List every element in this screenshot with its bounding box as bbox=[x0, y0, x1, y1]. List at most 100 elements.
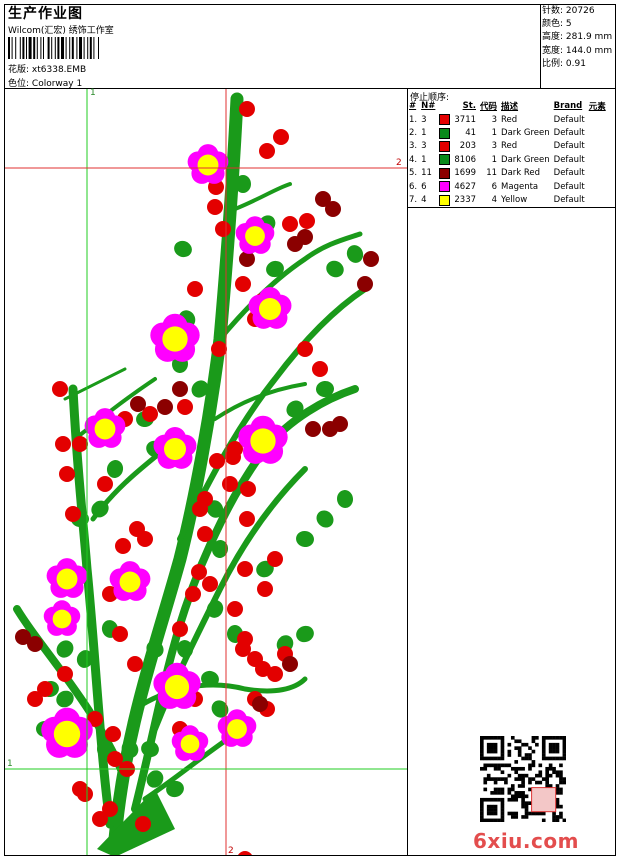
red-bud bbox=[27, 691, 43, 707]
dark-red-bud bbox=[325, 201, 341, 217]
red-bud bbox=[97, 476, 113, 492]
colorway-row: 色位: Colorway 1 bbox=[8, 76, 82, 89]
red-bud bbox=[282, 216, 298, 232]
plum-blossom bbox=[171, 725, 209, 761]
cell-brand: Default bbox=[553, 114, 585, 125]
dark-red-bud bbox=[239, 251, 255, 267]
red-bud bbox=[57, 666, 73, 682]
red-bud bbox=[257, 581, 273, 597]
stats-panel: 针数: 20726 颜色: 5 高度: 281.9 mm 宽度: 144.0 m… bbox=[542, 5, 612, 71]
stop-sequence-title: 停止顺序: bbox=[410, 93, 450, 103]
cell-element bbox=[589, 126, 610, 139]
guide-label-right: 2 bbox=[396, 158, 402, 168]
cell-needle: 11 bbox=[421, 168, 432, 179]
plum-blossom bbox=[41, 707, 93, 758]
red-bud bbox=[37, 681, 53, 697]
red-bud bbox=[65, 506, 81, 522]
table-row: 6. 6 4627 6 Magenta Default bbox=[409, 180, 610, 193]
color-swatch bbox=[439, 167, 451, 179]
red-bud bbox=[237, 561, 253, 577]
color-swatch bbox=[439, 154, 451, 166]
table-row: 2. 1 41 1 Dark Green Default bbox=[409, 126, 610, 139]
page-frame bbox=[4, 4, 616, 856]
plum-blossom bbox=[235, 216, 275, 254]
red-bud bbox=[239, 511, 255, 527]
col-stitches: St. bbox=[462, 101, 477, 111]
red-bud bbox=[299, 213, 315, 229]
header-divider bbox=[4, 88, 616, 89]
leaf bbox=[96, 740, 114, 758]
plum-blossom bbox=[153, 427, 197, 469]
red-bud bbox=[207, 199, 223, 215]
barcode bbox=[8, 37, 99, 59]
col-brand: Brand bbox=[553, 101, 583, 111]
cell-brand: Default bbox=[553, 128, 585, 139]
red-bud bbox=[187, 281, 203, 297]
cell-code: 11 bbox=[486, 168, 498, 179]
cell-needle: 1 bbox=[421, 154, 427, 165]
leaf bbox=[336, 490, 354, 508]
cell-index: 5. bbox=[409, 168, 418, 179]
cell-brand: Default bbox=[553, 195, 585, 206]
leaf bbox=[286, 400, 304, 418]
leaf bbox=[256, 560, 274, 578]
cell-swatch bbox=[439, 180, 454, 193]
leaf bbox=[121, 740, 139, 758]
red-bud bbox=[211, 341, 227, 357]
cell-code: 1 bbox=[491, 128, 498, 139]
red-bud bbox=[59, 466, 75, 482]
color-swatch bbox=[439, 127, 451, 139]
cell-brand: Default bbox=[553, 181, 585, 192]
cell-element bbox=[589, 167, 610, 180]
plum-blossom bbox=[46, 558, 88, 598]
cell-stitches: 1699 bbox=[454, 168, 477, 179]
table-row: 1. 3 3711 3 Red Default bbox=[409, 113, 610, 126]
red-bud bbox=[77, 786, 93, 802]
col-element: 元素 bbox=[588, 102, 606, 112]
red-bud bbox=[267, 666, 283, 682]
plum-blossom bbox=[187, 144, 229, 184]
red-bud bbox=[87, 711, 103, 727]
red-bud bbox=[238, 851, 252, 855]
stat-height: 高度: 281.9 mm bbox=[542, 32, 613, 43]
cell-description: Dark Red bbox=[501, 168, 541, 179]
leaf bbox=[266, 260, 284, 278]
plum-blossom bbox=[238, 415, 288, 464]
red-bud bbox=[239, 101, 255, 117]
cell-swatch bbox=[439, 193, 454, 206]
stem bbox=[131, 385, 359, 813]
color-swatch bbox=[439, 194, 451, 206]
red-bud bbox=[72, 436, 88, 452]
col-code: 代码 bbox=[480, 102, 498, 112]
cell-code: 3 bbox=[491, 114, 498, 125]
red-bud bbox=[135, 816, 151, 832]
company-name: Wilcom(汇宏) 绣饰工作室 bbox=[8, 26, 114, 36]
cell-swatch bbox=[439, 113, 454, 126]
guide-label-left: 1 bbox=[7, 759, 13, 769]
cell-index: 3. bbox=[409, 141, 418, 152]
color-swatch bbox=[439, 140, 451, 152]
red-bud bbox=[227, 441, 243, 457]
dark-red-bud bbox=[172, 381, 188, 397]
stat-width: 宽度: 144.0 mm bbox=[542, 45, 613, 56]
red-bud bbox=[297, 341, 313, 357]
leaf bbox=[346, 245, 364, 263]
leaf bbox=[56, 640, 74, 658]
cell-description: Red bbox=[501, 114, 518, 125]
plum-blossom bbox=[43, 600, 81, 636]
red-bud bbox=[191, 564, 207, 580]
cell-element bbox=[589, 193, 610, 206]
cell-index: 2. bbox=[409, 128, 418, 139]
cell-swatch bbox=[439, 140, 454, 153]
sequence-divider bbox=[407, 207, 616, 208]
design-file-value: xt6338.EMB bbox=[31, 65, 87, 75]
col-description: 描述 bbox=[501, 102, 519, 112]
plum-blossom bbox=[217, 709, 257, 747]
cell-description: Magenta bbox=[501, 181, 539, 192]
cell-stitches: 203 bbox=[459, 141, 477, 152]
dark-red-bud bbox=[322, 421, 338, 437]
stats-divider bbox=[540, 4, 541, 88]
dark-red-bud bbox=[15, 629, 31, 645]
guide-label-bottom: 2 bbox=[228, 846, 234, 856]
table-row: 7. 4 2337 4 Yellow Default bbox=[409, 193, 610, 206]
